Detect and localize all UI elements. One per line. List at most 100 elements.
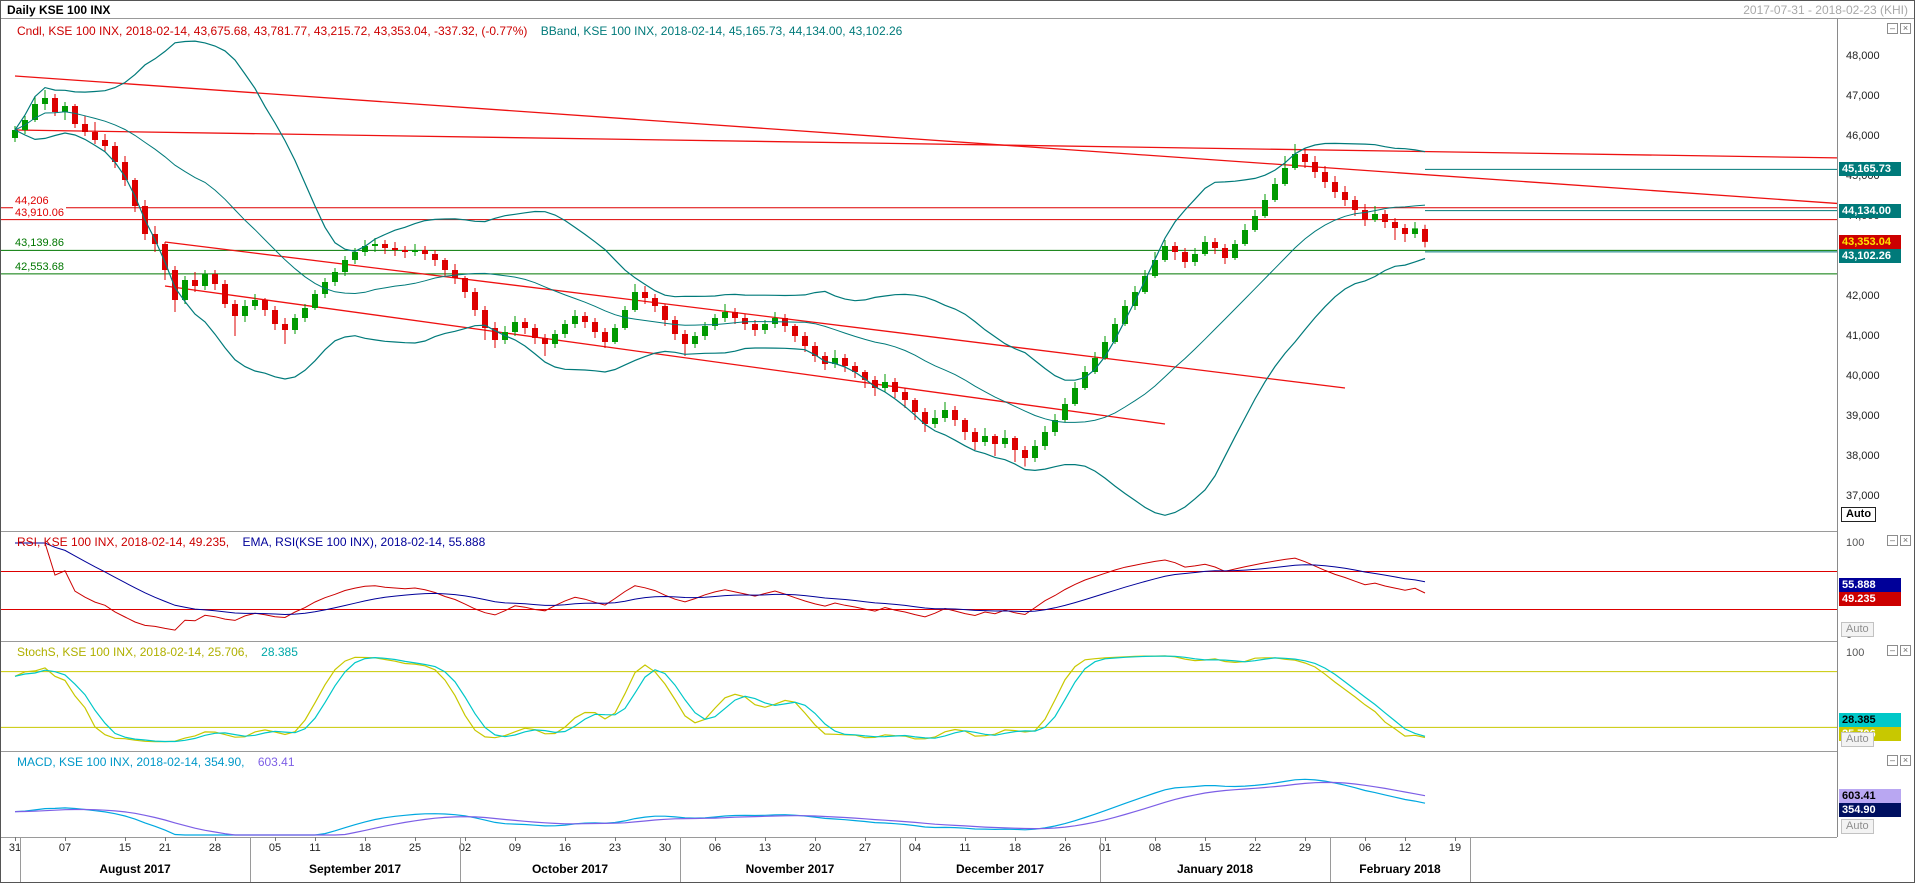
main-panel-close-icon[interactable]: × — [1900, 23, 1911, 34]
x-axis-date-label: 01 — [1098, 842, 1112, 854]
x-axis-tickmark — [215, 837, 216, 841]
x-axis-tickmark — [615, 837, 616, 841]
panel-divider — [1, 837, 1837, 838]
macd-panel-close-icon[interactable]: × — [1900, 755, 1911, 766]
month-separator — [20, 837, 21, 882]
rsi-panel-icons: – × — [1887, 535, 1911, 546]
stoch-scale-100: 100 — [1846, 647, 1865, 659]
x-axis-date-label: 16 — [558, 842, 572, 854]
stoch-panel-icons: – × — [1887, 645, 1911, 656]
x-axis-tickmark — [315, 837, 316, 841]
x-axis-month-label: August 2017 — [99, 862, 171, 876]
x-axis-tickmark — [465, 837, 466, 841]
price-axis-divider — [1837, 19, 1838, 837]
x-axis-tickmark — [1405, 837, 1406, 841]
y-axis-tick-label: 40,000 — [1846, 370, 1880, 382]
x-axis-date-label: 28 — [208, 842, 222, 854]
price-level-label: 43,139.86 — [13, 237, 66, 250]
rsi-autoscale-button[interactable]: Auto — [1841, 622, 1874, 637]
y-axis-tick-label: 46,000 — [1846, 130, 1880, 142]
rsi-panel-restore-icon[interactable]: – — [1887, 535, 1898, 546]
x-axis-date-label: 18 — [1008, 842, 1022, 854]
x-axis-date-label: 22 — [1248, 842, 1262, 854]
month-separator — [1330, 837, 1331, 882]
x-axis-month-label: January 2018 — [1176, 862, 1254, 876]
y-axis-tick-label: 47,000 — [1846, 90, 1880, 102]
price-badge: 354.90 — [1839, 802, 1901, 817]
x-axis-tickmark — [1155, 837, 1156, 841]
x-axis-date-label: 07 — [58, 842, 72, 854]
stoch-d-legend-value: 28.385 — [261, 645, 298, 659]
price-level-label: 43,910.06 — [13, 206, 66, 219]
x-axis-date-label: 05 — [268, 842, 282, 854]
candle-legend: Cndl, KSE 100 INX, 2018-02-14, 43,675.68… — [17, 24, 528, 38]
macd-panel-restore-icon[interactable]: – — [1887, 755, 1898, 766]
x-axis-date-label: 18 — [358, 842, 372, 854]
x-axis-tickmark — [365, 837, 366, 841]
price-badge: 44,134.00 — [1839, 203, 1901, 218]
panel-divider — [1, 531, 1837, 532]
x-axis-date-label: 21 — [158, 842, 172, 854]
titlebar: Daily KSE 100 INX 2017-07-31 - 2018-02-2… — [1, 1, 1914, 19]
stoch-panel-close-icon[interactable]: × — [1900, 645, 1911, 656]
macd-autoscale-button[interactable]: Auto — [1841, 819, 1874, 834]
rsi-legend: RSI, KSE 100 INX, 2018-02-14, 49.235, EM… — [17, 535, 495, 549]
x-axis-date-label: 27 — [858, 842, 872, 854]
y-axis-tick-label: 37,000 — [1846, 490, 1880, 502]
x-axis-tickmark — [415, 837, 416, 841]
price-badge: 43,353.04 — [1839, 234, 1901, 249]
x-axis-date-label: 25 — [408, 842, 422, 854]
month-separator — [1100, 837, 1101, 882]
x-axis-date-label: 04 — [908, 842, 922, 854]
rsi-panel-close-icon[interactable]: × — [1900, 535, 1911, 546]
price-badge: 55.888 — [1839, 577, 1901, 592]
x-axis-date-label: 15 — [118, 842, 132, 854]
x-axis-date-label: 15 — [1198, 842, 1212, 854]
x-axis-tickmark — [65, 837, 66, 841]
main-panel-icons: – × — [1887, 23, 1911, 34]
x-axis-tickmark — [1205, 837, 1206, 841]
month-separator — [680, 837, 681, 882]
x-axis-date-label: 13 — [758, 842, 772, 854]
x-axis-tickmark — [1305, 837, 1306, 841]
x-axis-tickmark — [1455, 837, 1456, 841]
macd-legend: MACD, KSE 100 INX, 2018-02-14, 354.90, 6… — [17, 755, 305, 769]
stoch-autoscale-button[interactable]: Auto — [1841, 732, 1874, 747]
x-axis-date-label: 06 — [708, 842, 722, 854]
x-axis-tickmark — [1365, 837, 1366, 841]
x-axis-tickmark — [1065, 837, 1066, 841]
x-axis-month-label: December 2017 — [955, 862, 1045, 876]
date-range-label: 2017-07-31 - 2018-02-23 (KHI) — [1743, 2, 1908, 17]
x-axis-date-label: 19 — [1448, 842, 1462, 854]
month-separator — [900, 837, 901, 882]
main-panel-restore-icon[interactable]: – — [1887, 23, 1898, 34]
y-axis-tick-label: 39,000 — [1846, 410, 1880, 422]
main-autoscale-button[interactable]: Auto — [1841, 507, 1877, 522]
x-axis-tickmark — [765, 837, 766, 841]
x-axis-month-label: September 2017 — [308, 862, 402, 876]
x-axis-date-label: 11 — [959, 842, 971, 854]
x-axis-date-label: 09 — [508, 842, 522, 854]
x-axis-month-label: October 2017 — [531, 862, 609, 876]
x-axis-tickmark — [565, 837, 566, 841]
x-axis-tickmark — [815, 837, 816, 841]
x-axis-tickmark — [165, 837, 166, 841]
x-axis-date-label: 20 — [808, 842, 822, 854]
price-badge: 28.385 — [1839, 712, 1901, 727]
panel-divider — [1, 751, 1837, 752]
x-axis-tickmark — [1255, 837, 1256, 841]
x-axis-month-label: February 2018 — [1359, 862, 1441, 876]
price-badge: 45,165.73 — [1839, 162, 1901, 177]
x-axis-date-label: 31 — [8, 842, 22, 854]
y-axis-tick-label: 38,000 — [1846, 450, 1880, 462]
macd-panel-icons: – × — [1887, 755, 1911, 766]
price-badge: 49.235 — [1839, 591, 1901, 606]
x-axis-tickmark — [665, 837, 666, 841]
x-axis-date-label: 02 — [458, 842, 472, 854]
stoch-panel-restore-icon[interactable]: – — [1887, 645, 1898, 656]
x-axis-date-label: 08 — [1148, 842, 1162, 854]
x-axis-tickmark — [1015, 837, 1016, 841]
x-axis-tickmark — [15, 837, 16, 841]
chart-plots[interactable] — [1, 19, 1839, 837]
price-level-label: 44,206 — [13, 194, 51, 207]
